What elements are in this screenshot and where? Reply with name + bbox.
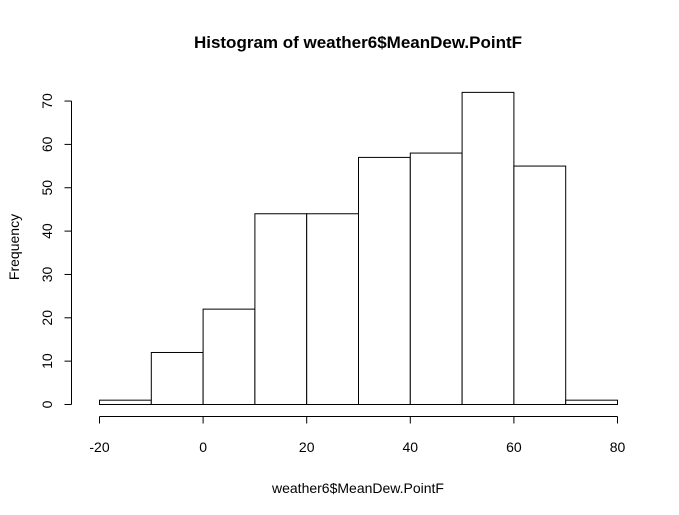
histogram-bar [202,308,256,406]
y-axis: 0 10 20 30 40 50 60 70 [39,93,72,408]
x-axis-label: weather6$MeanDew.PointF [271,480,444,496]
y-axis-label: Frequency [6,214,22,280]
bars-group [99,91,619,406]
y-tick-label: 40 [39,223,55,239]
x-axis: -20 0 20 40 60 80 [89,416,626,455]
y-tick-label: 10 [39,353,55,369]
histogram-bar [565,399,619,406]
histogram-bar [150,351,204,406]
chart-title: Histogram of weather6$MeanDew.PointF [194,33,522,52]
x-tick-label: 20 [299,439,315,455]
histogram-bar [513,165,567,405]
histogram-bar [461,91,515,405]
histogram-bar [99,399,152,406]
y-tick-label: 50 [39,180,55,196]
x-tick-label: 40 [403,439,419,455]
y-tick-label: 60 [39,136,55,152]
histogram-bar [358,156,411,405]
y-tick-label: 30 [39,266,55,282]
x-tick-label: 0 [199,439,207,455]
histogram-bar [254,213,308,405]
y-tick-label: 0 [39,400,55,408]
x-tick-label: -20 [89,439,109,455]
y-tick-label: 20 [39,310,55,326]
y-tick-label: 70 [39,93,55,109]
histogram-bar [306,213,360,405]
x-tick-label: 60 [506,439,522,455]
x-tick-label: 80 [610,439,626,455]
histogram-bar [409,152,463,405]
